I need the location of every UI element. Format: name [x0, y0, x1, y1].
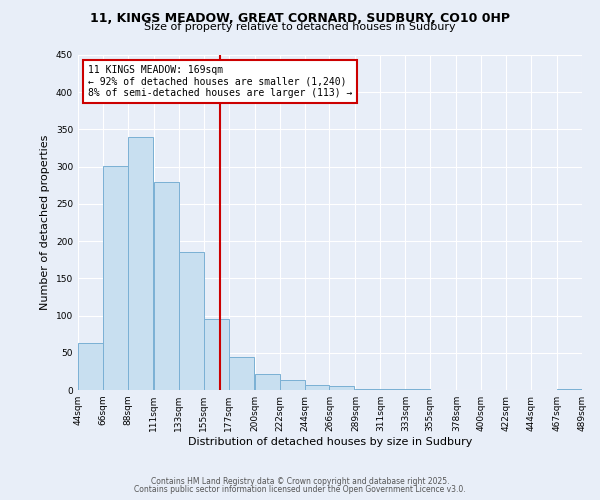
Bar [179, 252, 204, 390]
Text: Contains public sector information licensed under the Open Government Licence v3: Contains public sector information licen… [134, 484, 466, 494]
Y-axis label: Number of detached properties: Number of detached properties [40, 135, 50, 310]
Bar [380, 388, 406, 390]
Bar [329, 386, 355, 390]
Bar [128, 137, 153, 390]
Bar [204, 320, 229, 390]
Text: Size of property relative to detached houses in Sudbury: Size of property relative to detached ho… [144, 22, 456, 32]
Bar [78, 343, 103, 390]
Bar [103, 166, 128, 390]
Bar [280, 380, 305, 390]
Text: Contains HM Land Registry data © Crown copyright and database right 2025.: Contains HM Land Registry data © Crown c… [151, 477, 449, 486]
Bar [355, 388, 380, 390]
Bar [305, 385, 329, 390]
X-axis label: Distribution of detached houses by size in Sudbury: Distribution of detached houses by size … [188, 437, 472, 447]
Bar [154, 182, 179, 390]
Bar [229, 356, 254, 390]
Bar [254, 374, 280, 390]
Text: 11, KINGS MEADOW, GREAT CORNARD, SUDBURY, CO10 0HP: 11, KINGS MEADOW, GREAT CORNARD, SUDBURY… [90, 12, 510, 26]
Text: 11 KINGS MEADOW: 169sqm
← 92% of detached houses are smaller (1,240)
8% of semi-: 11 KINGS MEADOW: 169sqm ← 92% of detache… [88, 65, 352, 98]
